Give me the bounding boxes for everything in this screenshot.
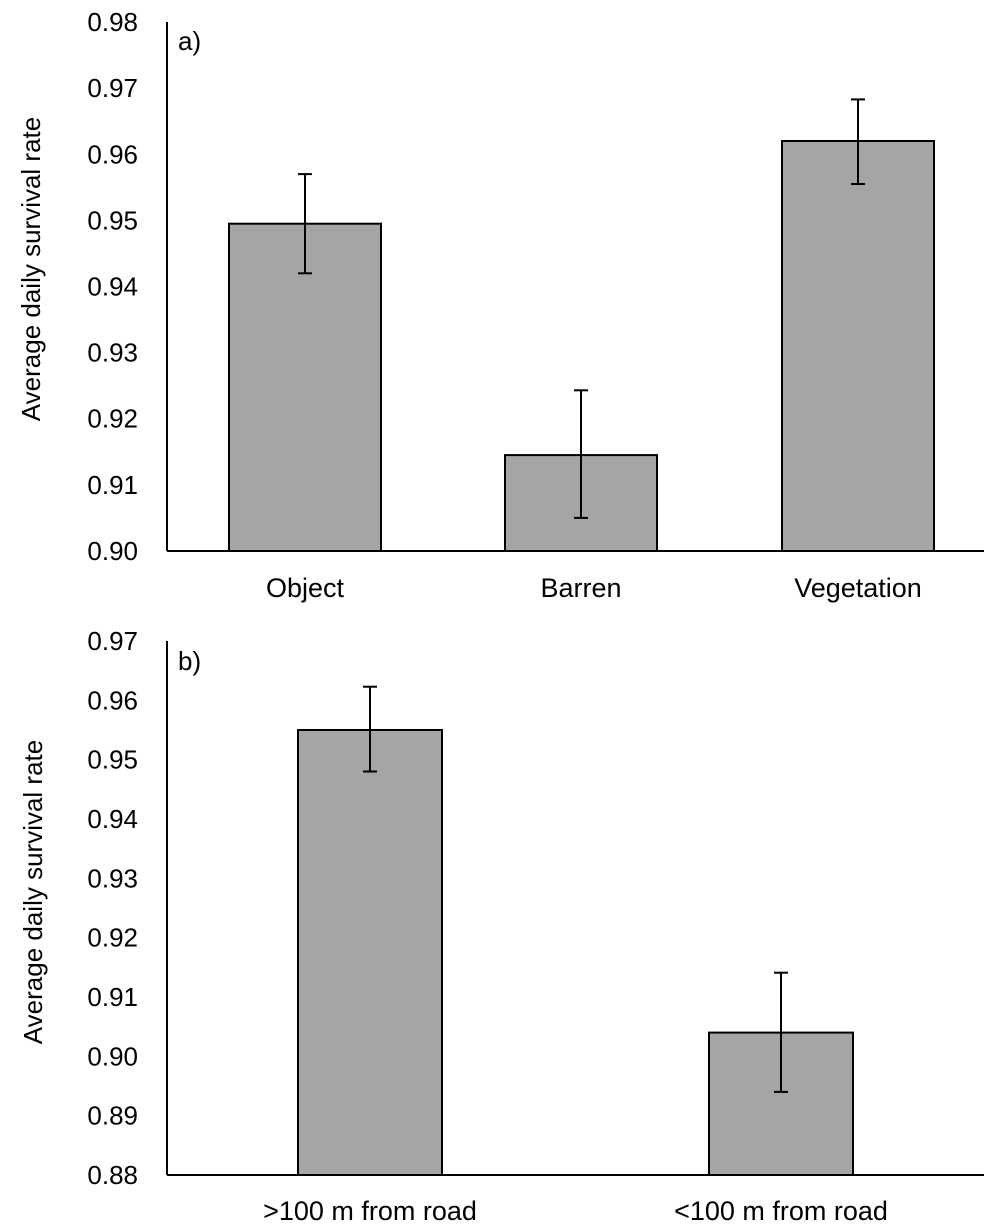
y-tick-label: 0.96 [87,685,138,715]
y-tick-label: 0.88 [87,1160,138,1190]
y-tick-label: 0.91 [87,470,138,500]
error-bar [851,98,865,185]
error-bar [363,685,377,773]
error-bar [574,389,588,519]
x-category-label: Barren [540,573,621,603]
y-axis-title: Average daily survival rate [16,117,46,421]
y-tick-label: 0.97 [87,626,138,656]
panel-label: b) [178,646,201,676]
y-axis-title: Average daily survival rate [18,740,48,1044]
y-tick-label: 0.94 [87,804,138,834]
y-tick-label: 0.92 [87,404,138,434]
x-category-label: <100 m from road [674,1196,888,1226]
error-bar [774,971,788,1093]
y-tick-label: 0.90 [87,536,138,566]
y-tick-label: 0.93 [87,863,138,893]
y-tick-label: 0.92 [87,923,138,953]
bar [297,729,443,1176]
bar [228,222,382,552]
y-tick-label: 0.95 [87,205,138,235]
panel-b: b) Average daily survival rate 0.88 0.89 0… [18,626,984,1226]
y-tick-label: 0.98 [87,7,138,37]
panel-label: a) [178,26,201,56]
x-category-label: Object [266,573,345,603]
y-tick-label: 0.90 [87,1041,138,1071]
y-tick-label: 0.95 [87,745,138,775]
x-category-label: Vegetation [794,573,922,603]
y-tick-label: 0.93 [87,338,138,368]
y-tick-label: 0.89 [87,1101,138,1131]
bar [781,140,935,552]
y-tick-label: 0.91 [87,982,138,1012]
y-tick-label: 0.94 [87,272,138,302]
x-category-label: >100 m from road [263,1196,477,1226]
panel-a: a) Average daily survival rate 0.90 0.91 0… [16,7,984,603]
y-tick-label: 0.97 [87,73,138,103]
error-bar [298,173,312,275]
y-tick-label: 0.96 [87,139,138,169]
